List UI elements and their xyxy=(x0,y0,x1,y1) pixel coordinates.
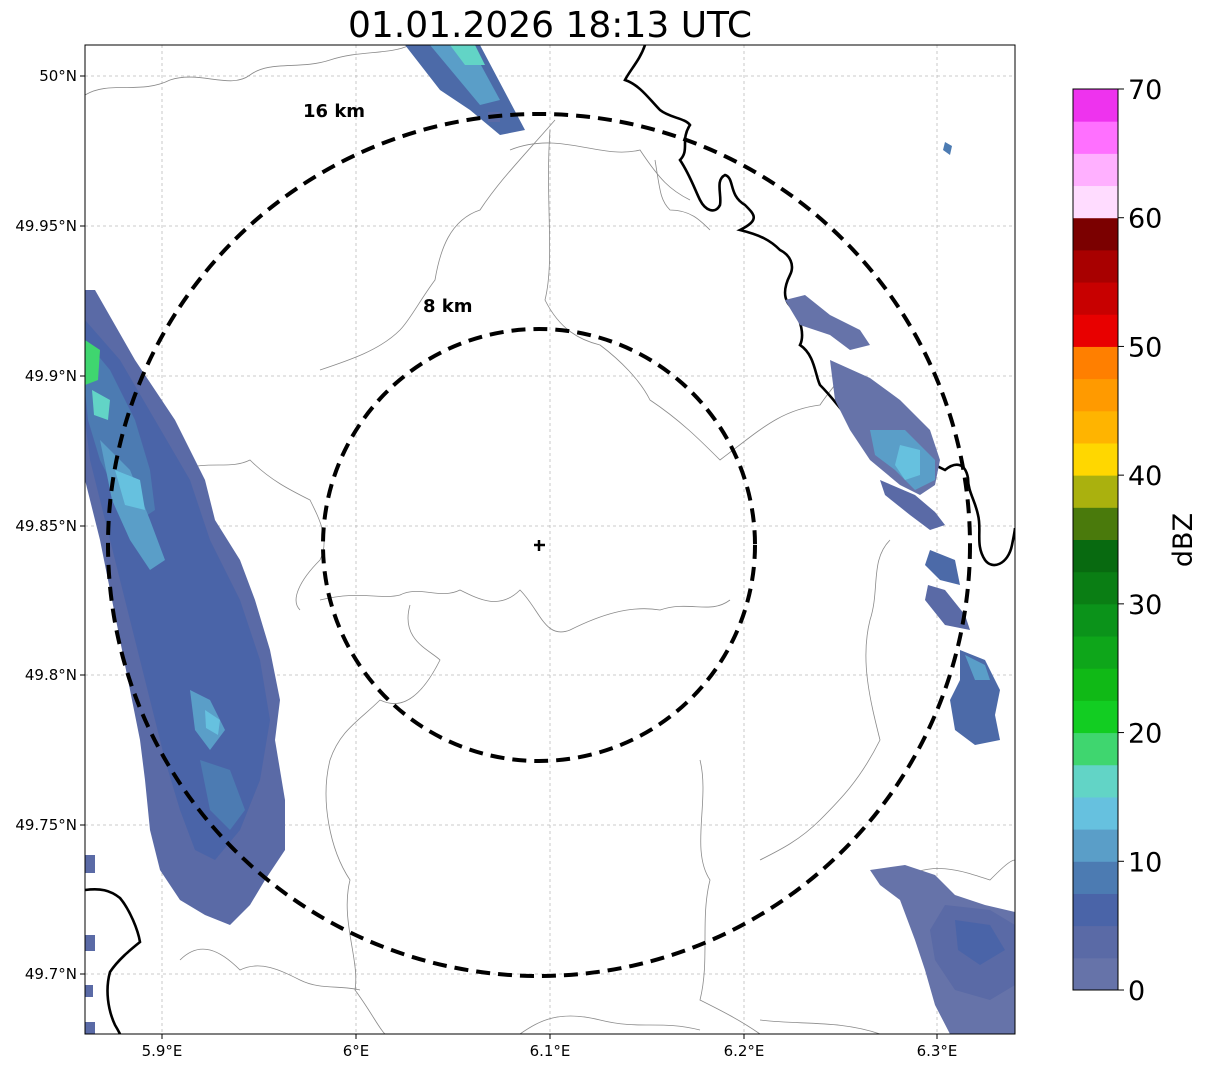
colorbar-tick-label: 20 xyxy=(1128,719,1162,750)
colorbar-bin xyxy=(1073,668,1118,701)
colorbar-bin xyxy=(1073,282,1118,315)
colorbar-bin xyxy=(1073,121,1118,154)
colorbar-bin xyxy=(1073,185,1118,219)
range-rings xyxy=(106,112,972,978)
country-border xyxy=(85,45,1015,1034)
y-tick-label: 49.95°N xyxy=(15,217,77,235)
colorbar-bin xyxy=(1073,249,1118,283)
colorbar-tick-label: 50 xyxy=(1128,332,1162,363)
y-tick-label: 50°N xyxy=(39,67,77,85)
map-title: 01.01.2026 18:13 UTC xyxy=(347,5,753,46)
colorbar-bin xyxy=(1073,539,1118,573)
precipitation-echoes xyxy=(85,45,1015,1034)
y-tick-label: 49.85°N xyxy=(15,517,77,535)
colorbar-bin xyxy=(1073,957,1118,991)
colorbar-bin xyxy=(1073,378,1118,412)
colorbar-bin xyxy=(1073,410,1118,444)
range-ring-8km xyxy=(321,327,757,763)
colorbar-bin xyxy=(1073,89,1118,122)
colorbar-bin xyxy=(1073,314,1118,347)
axis-ticks xyxy=(80,75,938,1039)
colorbar-bin xyxy=(1073,829,1118,862)
y-tick-label: 49.75°N xyxy=(15,816,77,834)
colorbar-bin xyxy=(1073,893,1118,927)
colorbar-bins xyxy=(1073,89,1118,991)
colorbar-tick-label: 10 xyxy=(1128,847,1162,878)
colorbar-bin xyxy=(1073,442,1118,476)
colorbar-tick-label: 60 xyxy=(1128,204,1162,235)
colorbar-tick-label: 0 xyxy=(1128,976,1145,1007)
colorbar-bin xyxy=(1073,571,1118,605)
x-tick-label: 6.1°E xyxy=(530,1042,571,1060)
colorbar-bin xyxy=(1073,764,1118,798)
colorbar-bin xyxy=(1073,346,1118,380)
colorbar-title: dBZ xyxy=(1168,513,1199,567)
colorbar-tick-label: 30 xyxy=(1128,590,1162,621)
y-tick-label: 49.9°N xyxy=(25,367,77,385)
x-tick-label: 6°E xyxy=(343,1042,370,1060)
colorbar-bin xyxy=(1073,636,1118,669)
colorbar-bin xyxy=(1073,603,1118,637)
colorbar-tick-label: 40 xyxy=(1128,461,1162,492)
colorbar-bin xyxy=(1073,700,1118,734)
colorbar-tick-label: 70 xyxy=(1128,75,1162,106)
y-tick-label: 49.8°N xyxy=(25,666,77,684)
ring-label-8km: 8 km xyxy=(423,296,473,317)
colorbar-frame xyxy=(1072,88,1119,991)
x-tick-label: 5.9°E xyxy=(142,1042,183,1060)
colorbar-bin xyxy=(1073,861,1118,894)
x-tick-label: 6.2°E xyxy=(724,1042,765,1060)
range-ring-16km xyxy=(106,112,972,978)
colorbar-bin xyxy=(1073,796,1118,830)
x-tick-label: 6.3°E xyxy=(917,1042,958,1060)
colorbar-bin xyxy=(1073,153,1118,187)
colorbar-bin xyxy=(1073,475,1118,508)
colorbar-bin xyxy=(1073,217,1118,251)
colorbar: 0 10 20 30 40 50 60 70 dBZ xyxy=(1072,75,1199,1007)
plus-icon xyxy=(534,540,545,551)
colorbar-bin xyxy=(1073,732,1118,766)
colorbar-bin xyxy=(1073,925,1118,959)
colorbar-ticks: 0 10 20 30 40 50 60 70 xyxy=(1118,75,1162,1007)
colorbar-bin xyxy=(1073,507,1118,540)
y-tick-label: 49.7°N xyxy=(25,965,77,983)
regional-boundaries xyxy=(85,45,1015,1034)
ring-label-16km: 16 km xyxy=(303,101,365,122)
